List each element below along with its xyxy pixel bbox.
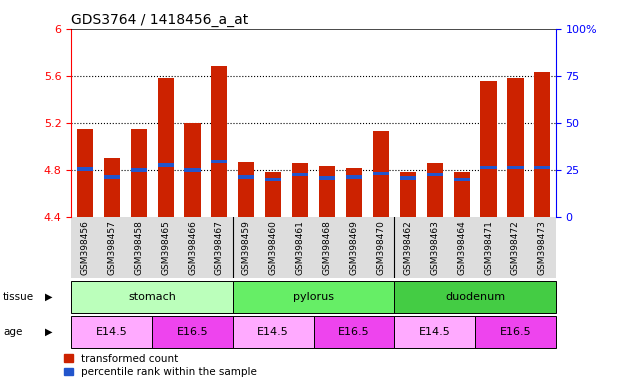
Bar xyxy=(130,168,147,172)
Bar xyxy=(427,173,443,176)
Bar xyxy=(400,176,416,180)
Bar xyxy=(534,166,550,169)
Bar xyxy=(346,167,362,217)
Text: GSM398472: GSM398472 xyxy=(511,220,520,275)
Text: GSM398456: GSM398456 xyxy=(80,220,89,275)
Text: ▶: ▶ xyxy=(45,292,52,302)
Bar xyxy=(427,163,443,217)
Bar xyxy=(77,129,93,217)
Bar xyxy=(507,78,524,217)
Text: age: age xyxy=(3,327,22,337)
Bar xyxy=(238,175,255,179)
Legend: transformed count, percentile rank within the sample: transformed count, percentile rank withi… xyxy=(64,354,256,377)
Bar xyxy=(319,166,335,217)
Bar xyxy=(534,72,550,217)
Bar xyxy=(373,172,389,175)
Bar xyxy=(373,131,389,217)
Text: GSM398462: GSM398462 xyxy=(403,220,412,275)
Text: duodenum: duodenum xyxy=(445,292,505,302)
Bar xyxy=(265,177,281,181)
Text: E14.5: E14.5 xyxy=(96,327,128,337)
Bar xyxy=(453,177,469,181)
Bar xyxy=(184,123,201,217)
Text: tissue: tissue xyxy=(3,292,34,302)
Text: GSM398470: GSM398470 xyxy=(376,220,386,275)
Text: GSM398466: GSM398466 xyxy=(188,220,197,275)
Text: GSM398459: GSM398459 xyxy=(242,220,251,275)
Bar xyxy=(265,172,281,217)
Text: ▶: ▶ xyxy=(45,327,52,337)
Text: E14.5: E14.5 xyxy=(257,327,289,337)
Bar xyxy=(481,81,497,217)
Text: GDS3764 / 1418456_a_at: GDS3764 / 1418456_a_at xyxy=(71,13,248,27)
Text: GSM398464: GSM398464 xyxy=(457,220,466,275)
Text: GSM398468: GSM398468 xyxy=(322,220,332,275)
Text: GSM398473: GSM398473 xyxy=(538,220,547,275)
Bar xyxy=(400,172,416,217)
Text: GSM398461: GSM398461 xyxy=(296,220,305,275)
Bar xyxy=(77,167,93,170)
Bar xyxy=(104,158,120,217)
Bar xyxy=(292,163,308,217)
Text: E16.5: E16.5 xyxy=(500,327,531,337)
Bar xyxy=(453,172,469,217)
Bar xyxy=(292,173,308,176)
Bar xyxy=(184,168,201,172)
Text: E16.5: E16.5 xyxy=(338,327,369,337)
Text: GSM398469: GSM398469 xyxy=(350,220,358,275)
Text: GSM398457: GSM398457 xyxy=(107,220,116,275)
Text: GSM398458: GSM398458 xyxy=(134,220,143,275)
Bar xyxy=(507,166,524,169)
Text: pylorus: pylorus xyxy=(293,292,334,302)
Bar xyxy=(211,160,227,164)
Bar xyxy=(211,66,227,217)
Bar xyxy=(130,129,147,217)
Text: GSM398467: GSM398467 xyxy=(215,220,224,275)
Bar xyxy=(158,164,174,167)
Text: E14.5: E14.5 xyxy=(419,327,451,337)
Bar xyxy=(158,78,174,217)
Text: GSM398471: GSM398471 xyxy=(484,220,493,275)
Text: GSM398465: GSM398465 xyxy=(161,220,170,275)
Text: E16.5: E16.5 xyxy=(177,327,208,337)
Bar xyxy=(238,162,255,217)
Text: stomach: stomach xyxy=(128,292,176,302)
Bar xyxy=(104,175,120,179)
Text: GSM398463: GSM398463 xyxy=(430,220,439,275)
Bar xyxy=(346,175,362,179)
Bar xyxy=(319,176,335,180)
Text: GSM398460: GSM398460 xyxy=(269,220,278,275)
Bar xyxy=(481,166,497,169)
